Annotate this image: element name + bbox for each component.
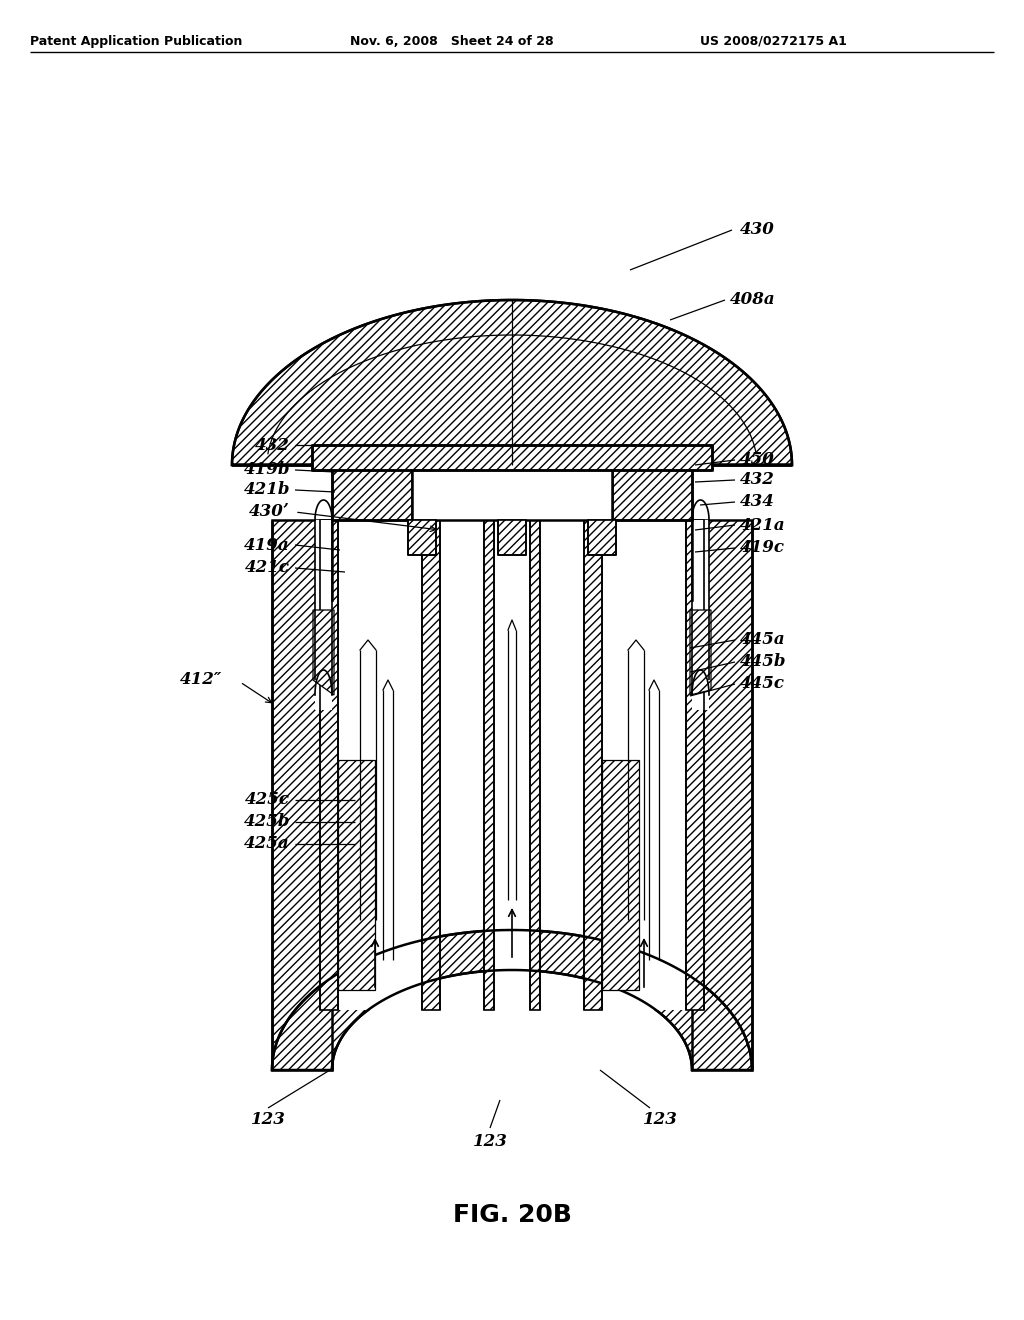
Text: 445c: 445c <box>740 676 785 693</box>
Text: 445a: 445a <box>740 631 785 648</box>
Polygon shape <box>272 931 752 1071</box>
Text: 419b: 419b <box>244 462 290 479</box>
Polygon shape <box>690 610 711 696</box>
Polygon shape <box>588 520 616 554</box>
Bar <box>412 465 612 520</box>
Polygon shape <box>498 520 526 554</box>
Text: 419a: 419a <box>245 536 290 553</box>
Polygon shape <box>408 520 436 554</box>
Polygon shape <box>332 520 692 1071</box>
Text: 425c: 425c <box>245 792 290 808</box>
Text: 425a: 425a <box>245 836 290 853</box>
Bar <box>602 520 686 1010</box>
Text: 412″: 412″ <box>180 672 222 689</box>
Text: 123: 123 <box>643 1111 678 1129</box>
Polygon shape <box>530 520 540 1010</box>
Polygon shape <box>602 760 639 990</box>
Text: 434: 434 <box>740 494 775 511</box>
Polygon shape <box>584 520 602 1010</box>
Polygon shape <box>484 520 494 1010</box>
Text: 123: 123 <box>251 1111 286 1129</box>
Text: 421c: 421c <box>245 560 290 577</box>
Polygon shape <box>338 760 375 990</box>
Polygon shape <box>686 520 705 1010</box>
Polygon shape <box>612 465 692 520</box>
Text: 421b: 421b <box>244 482 290 499</box>
Polygon shape <box>313 610 334 696</box>
Bar <box>315 520 332 710</box>
Text: 445b: 445b <box>740 653 786 671</box>
Bar <box>494 520 530 1010</box>
Text: 425b: 425b <box>244 813 290 830</box>
Text: 430ʼ: 430ʼ <box>250 503 290 520</box>
Polygon shape <box>312 445 712 470</box>
Text: 123: 123 <box>472 1134 508 1151</box>
Text: US 2008/0272175 A1: US 2008/0272175 A1 <box>700 36 847 48</box>
Bar <box>692 520 709 710</box>
Polygon shape <box>692 520 752 1071</box>
Text: 419c: 419c <box>740 540 785 557</box>
Text: Patent Application Publication: Patent Application Publication <box>30 36 243 48</box>
Text: FIG. 20B: FIG. 20B <box>453 1203 571 1228</box>
Text: 430: 430 <box>740 222 775 239</box>
Polygon shape <box>232 300 792 465</box>
Text: 432: 432 <box>740 471 775 488</box>
Text: 408a: 408a <box>730 292 775 309</box>
Polygon shape <box>319 520 338 1010</box>
Text: Nov. 6, 2008   Sheet 24 of 28: Nov. 6, 2008 Sheet 24 of 28 <box>350 36 554 48</box>
Bar <box>338 520 422 1010</box>
Polygon shape <box>332 465 412 520</box>
Polygon shape <box>422 520 440 1010</box>
Polygon shape <box>272 520 332 1071</box>
Text: 421a: 421a <box>740 516 785 533</box>
Text: 432: 432 <box>255 437 290 454</box>
Text: 450: 450 <box>740 451 775 469</box>
